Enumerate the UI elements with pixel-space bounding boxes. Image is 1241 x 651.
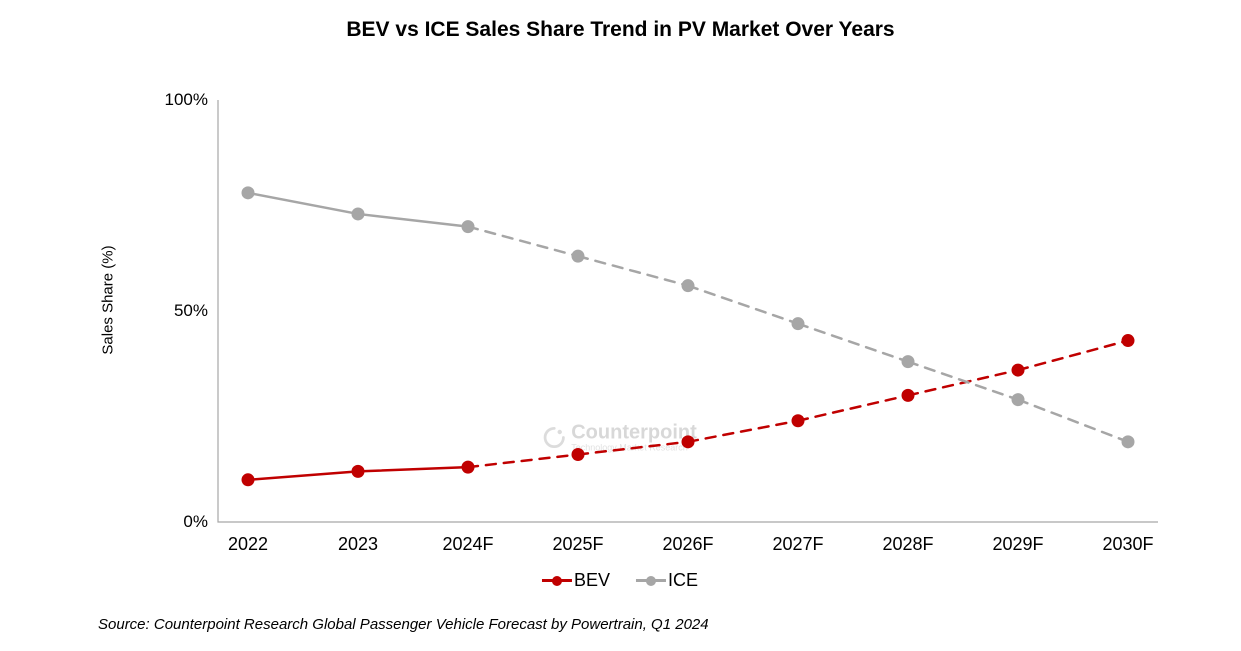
legend-item: ICE (636, 570, 698, 591)
legend-label: ICE (668, 570, 698, 591)
source-note: Source: Counterpoint Research Global Pas… (98, 616, 709, 633)
chart-container: BEV vs ICE Sales Share Trend in PV Marke… (0, 0, 1241, 651)
chart-legend: BEV ICE (542, 570, 698, 591)
legend-label: BEV (574, 570, 610, 591)
legend-item: BEV (542, 570, 610, 591)
chart-plot (0, 0, 1241, 651)
